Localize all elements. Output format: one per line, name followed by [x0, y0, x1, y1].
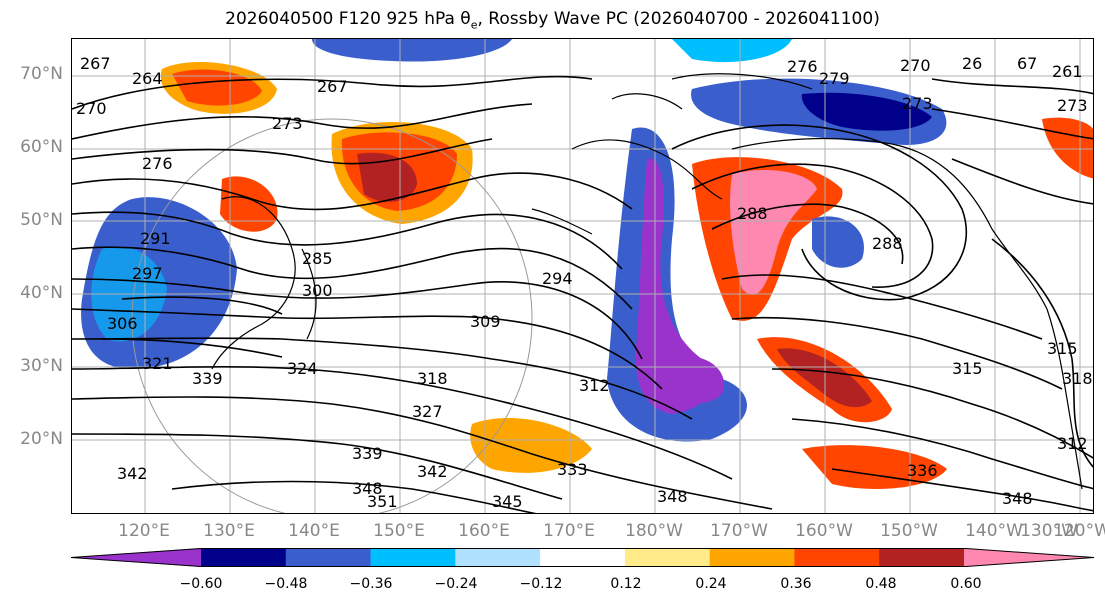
- lon-label-170e: 170°E: [543, 521, 595, 541]
- contour-label: 67: [1017, 54, 1037, 73]
- contour-label: 276: [142, 154, 173, 173]
- contour-label: 288: [737, 204, 768, 223]
- lat-label-40n: 40°N: [20, 283, 63, 303]
- title-prefix: 2026040500 F120 925 hPa θ: [225, 9, 471, 29]
- contour-label: 315: [952, 359, 983, 378]
- colorbar-segment: [709, 548, 795, 567]
- colorbar-tick: 0.36: [780, 576, 812, 592]
- contour-label: 276: [787, 57, 818, 76]
- contour-label: 318: [1062, 369, 1093, 388]
- colorbar-tick: −0.12: [519, 576, 563, 592]
- map-panel: 267 264 267 270 273 276 276 279 270 26 6…: [71, 38, 1094, 514]
- lat-label-20n: 20°N: [20, 429, 63, 449]
- lon-label-160w: 160°W: [795, 521, 853, 541]
- contour-lines: [72, 75, 1093, 513]
- colorbar-tick: 0.60: [950, 576, 982, 592]
- contour-label: 327: [412, 402, 443, 421]
- contour-label: 285: [302, 249, 333, 268]
- contour-label: 300: [302, 281, 333, 300]
- contour-label: 342: [117, 464, 148, 483]
- contour-label: 339: [352, 444, 383, 463]
- contour-label: 264: [132, 69, 163, 88]
- lon-label-150w: 150°W: [880, 521, 938, 541]
- contour-label: 309: [470, 312, 501, 331]
- colorbar-tick: −0.36: [349, 576, 393, 592]
- contour-label: 26: [962, 54, 982, 73]
- lon-label-180w: 180°W: [625, 521, 683, 541]
- contour-label: 321: [142, 354, 173, 373]
- contour-label: 333: [557, 460, 588, 479]
- figure-title: 2026040500 F120 925 hPa θe, Rossby Wave …: [0, 9, 1105, 31]
- colorbar-segment: [370, 548, 456, 567]
- colorbar-tick: −0.60: [179, 576, 223, 592]
- colorbar-segments: [71, 548, 1094, 567]
- lat-label-70n: 70°N: [20, 64, 63, 84]
- colorbar-segment: [201, 548, 287, 567]
- contour-label: 348: [1002, 489, 1033, 508]
- contour-label: 312: [579, 376, 610, 395]
- colorbar-extend-high: [964, 548, 1094, 567]
- contour-label: 348: [657, 487, 688, 506]
- contour-label: 267: [80, 54, 111, 73]
- colorbar-extend-low: [71, 548, 201, 567]
- contour-label: 288: [872, 234, 903, 253]
- colorbar-segment: [879, 548, 965, 567]
- map-plot: 267 264 267 270 273 276 276 279 270 26 6…: [72, 39, 1093, 513]
- contour-label-layer: 267 264 267 270 273 276 276 279 270 26 6…: [76, 54, 1093, 511]
- contour-label: 306: [107, 314, 138, 333]
- lon-label-140e: 140°E: [288, 521, 340, 541]
- colorbar-tick: 0.48: [865, 576, 897, 592]
- colorbar-segment: [285, 548, 372, 567]
- contour-label: 273: [902, 94, 933, 113]
- colorbar-tick: 0.24: [695, 576, 727, 592]
- colorbar-segment: [455, 548, 541, 567]
- contour-label: 270: [76, 99, 107, 118]
- contour-label: 279: [819, 69, 850, 88]
- contour-label: 291: [140, 229, 171, 248]
- contour-label: 312: [1057, 434, 1088, 453]
- contour-label: 348: [352, 479, 383, 498]
- contour-label: 297: [132, 264, 163, 283]
- contour-label: 351: [367, 492, 398, 511]
- colorbar-segment: [540, 548, 626, 567]
- colorbar-tick: −0.48: [264, 576, 308, 592]
- contour-label: 270: [900, 56, 931, 75]
- contour-label: 273: [272, 114, 303, 133]
- lon-label-120e: 120°E: [118, 521, 170, 541]
- lon-label-160e: 160°E: [458, 521, 510, 541]
- coastlines: [211, 73, 1083, 490]
- contour-label: 339: [192, 369, 223, 388]
- contour-label: 336: [907, 461, 938, 480]
- contour-label: 324: [287, 359, 318, 378]
- contour-label: 267: [317, 77, 348, 96]
- contour-label: 342: [417, 462, 448, 481]
- lon-label-130e: 130°E: [203, 521, 255, 541]
- colorbar-tick: −0.24: [434, 576, 478, 592]
- contour-label: 273: [1057, 96, 1088, 115]
- colorbar: [71, 548, 1094, 567]
- contour-label: 261: [1052, 62, 1083, 81]
- lon-label-150e: 150°E: [373, 521, 425, 541]
- contour-label: 318: [417, 369, 448, 388]
- colorbar-outline: [71, 548, 1094, 567]
- lon-label-140w: 140°W: [965, 521, 1023, 541]
- contour-label: 345: [492, 492, 523, 511]
- lon-label-130w: 130°W: [1020, 521, 1078, 541]
- contour-label: 294: [542, 269, 573, 288]
- title-subscript: e: [470, 18, 478, 32]
- contour-label: 315: [1047, 339, 1078, 358]
- colorbar-tick: 0.12: [610, 576, 642, 592]
- lat-label-50n: 50°N: [20, 210, 63, 230]
- lon-label-170w: 170°W: [710, 521, 768, 541]
- shading-layer: [81, 39, 1093, 489]
- lon-label-120w: 120°W: [1053, 521, 1105, 541]
- colorbar-segment: [794, 548, 880, 567]
- title-suffix: , Rossby Wave PC (2026040700 - 202604110…: [477, 9, 880, 29]
- colorbar-segment: [624, 548, 711, 567]
- lat-label-60n: 60°N: [20, 137, 63, 157]
- lat-label-30n: 30°N: [20, 356, 63, 376]
